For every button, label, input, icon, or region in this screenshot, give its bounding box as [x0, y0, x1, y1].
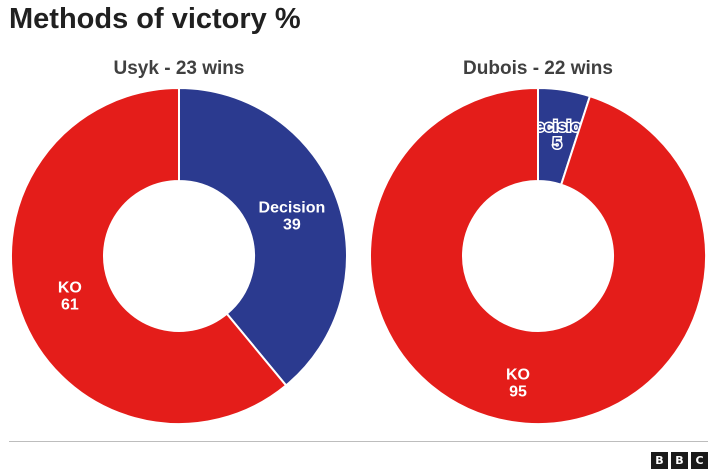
- dubois-decision-label: Decision 5: [524, 119, 591, 153]
- dubois-chart-title: Dubois - 22 wins: [463, 58, 613, 79]
- bbc-logo-letter-2: B: [671, 452, 688, 469]
- dubois-decision-label-value: 5: [553, 136, 562, 153]
- bbc-logo: B B C: [651, 452, 708, 469]
- usyk-ko-label-value: 61: [61, 296, 79, 313]
- usyk-decision-label-value: 39: [283, 216, 301, 233]
- usyk-ko-label-name: KO: [58, 279, 82, 296]
- dubois-ko-slice: [369, 87, 707, 425]
- dubois-ko-label-value: 95: [509, 383, 527, 400]
- bbc-logo-letter-1: B: [651, 452, 668, 469]
- usyk-ko-label: KO 61: [58, 279, 82, 313]
- usyk-decision-label-name: Decision: [259, 199, 326, 216]
- usyk-chart-title: Usyk - 23 wins: [113, 58, 245, 79]
- bbc-logo-letter-3: C: [691, 452, 708, 469]
- dubois-ko-label-name: KO: [506, 366, 530, 383]
- usyk-decision-label: Decision 39: [259, 199, 326, 233]
- usyk-decision-slice: [178, 87, 348, 387]
- chart-title: Methods of victory %: [9, 3, 301, 35]
- dubois-decision-label-name: Decision: [524, 119, 591, 136]
- usyk-ko-slice: [10, 87, 288, 425]
- dubois-ko-label: KO 95: [506, 366, 530, 400]
- footer-divider: [9, 441, 708, 442]
